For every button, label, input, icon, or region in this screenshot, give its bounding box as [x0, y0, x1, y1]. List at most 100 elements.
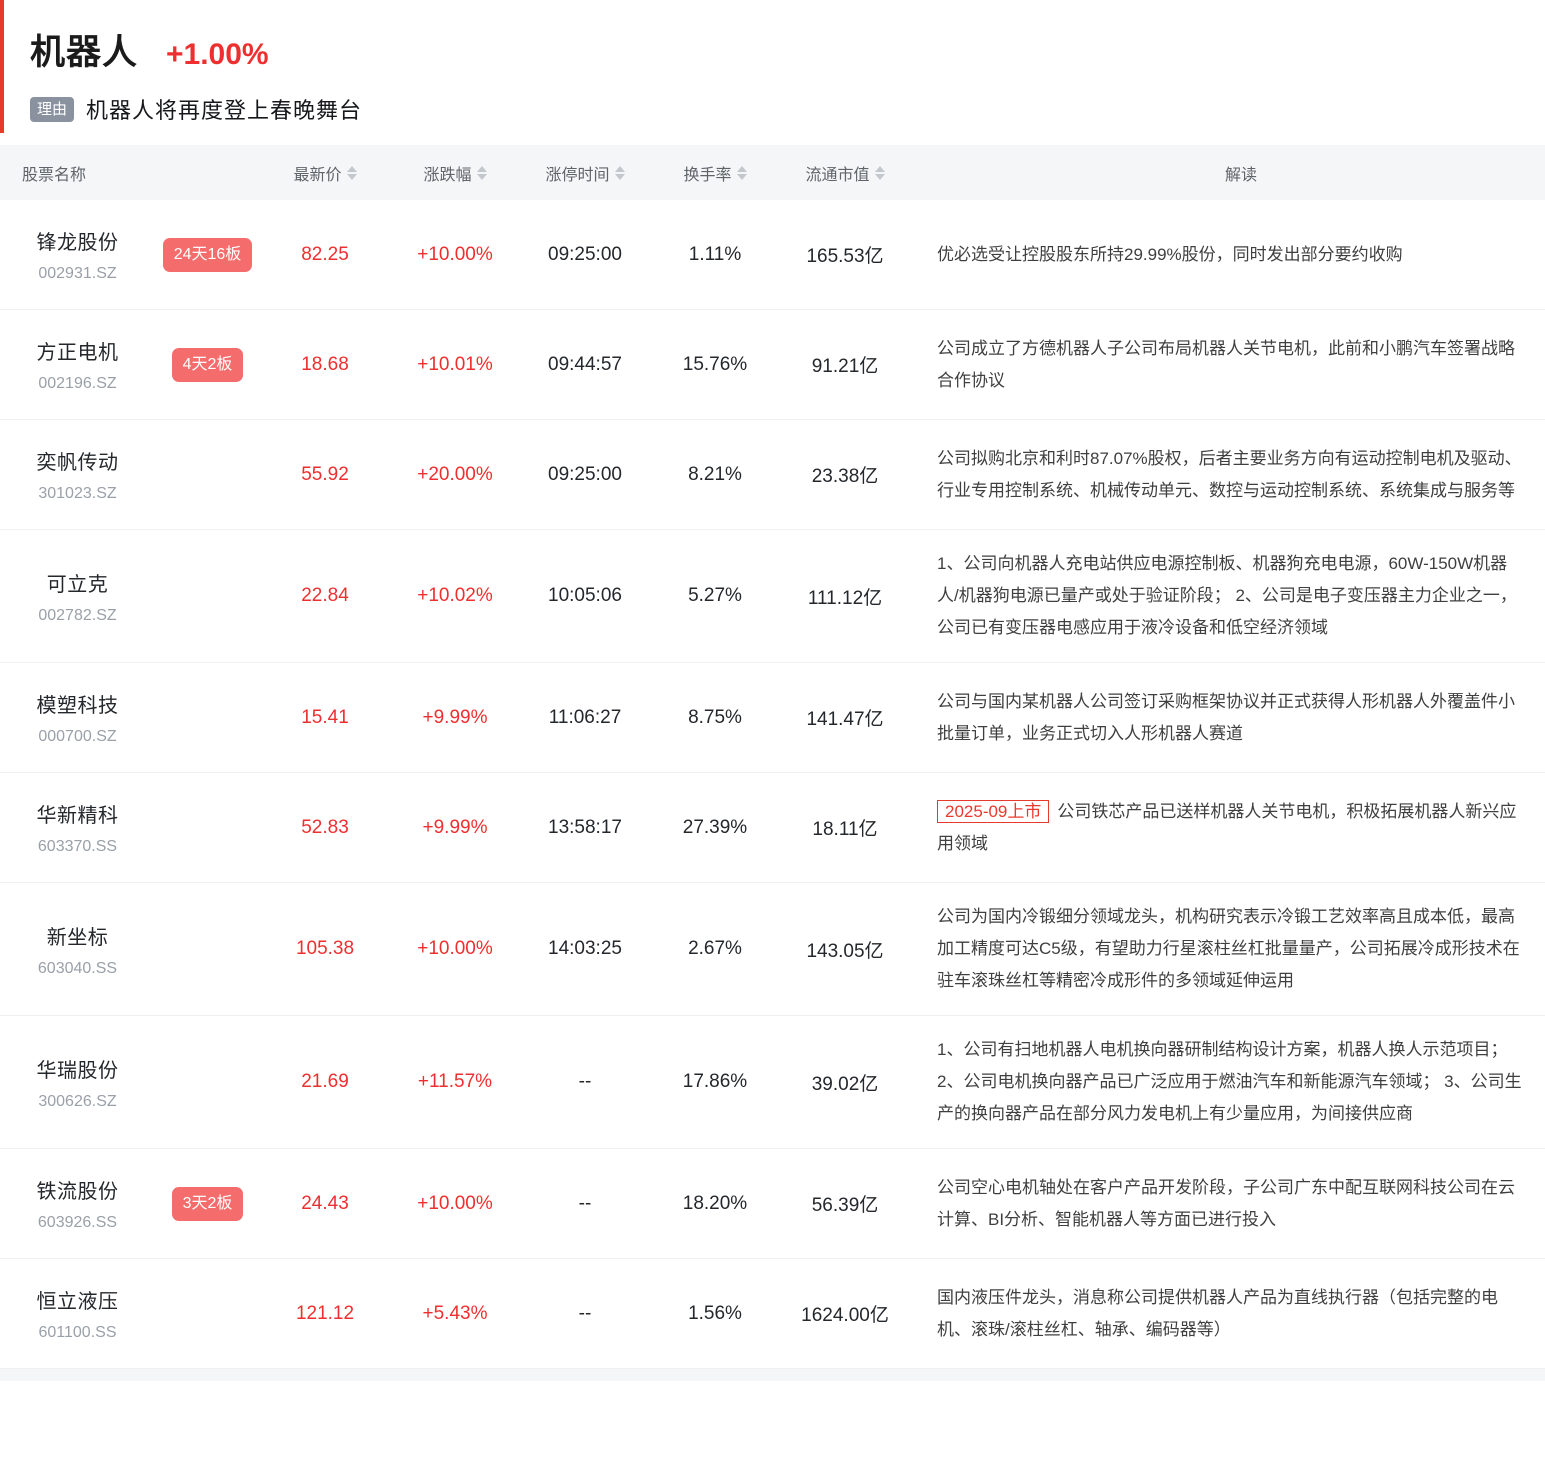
stock-name-cell: 华新精科 603370.SS	[0, 799, 155, 856]
column-label: 最新价	[293, 166, 342, 184]
change-percent: +10.00%	[417, 243, 493, 265]
latest-price: 22.84	[301, 585, 349, 606]
column-header-market-cap[interactable]: 流通市值	[780, 161, 910, 185]
stock-code: 002196.SZ	[38, 375, 117, 392]
limit-up-streak-badge: 3天2板	[171, 1186, 244, 1221]
interpretation-text: 国内液压件龙头，消息称公司提供机器人产品为直线执行器（包括完整的电机、滚珠/滚柱…	[937, 1287, 1498, 1339]
stock-name[interactable]: 可立克	[46, 573, 109, 596]
latest-price: 18.68	[301, 353, 349, 375]
stock-name-cell: 可立克 002782.SZ	[0, 568, 155, 625]
stock-name-cell: 模塑科技 000700.SZ	[0, 689, 155, 746]
table-row[interactable]: 铁流股份 603926.SS 3天2板 24.43 +10.00% -- 18.20% 56.…	[0, 1149, 1545, 1259]
interpretation-cell: 公司空心电机轴处在客户产品开发阶段，子公司广东中配互联网科技公司在云计算、BI分…	[910, 1172, 1545, 1236]
limit-up-time: --	[578, 1071, 592, 1092]
stock-code: 301023.SZ	[38, 485, 117, 502]
limit-up-streak-badge: 4天2板	[171, 347, 244, 382]
sort-icon[interactable]	[346, 165, 357, 180]
table-row[interactable]: 奕帆传动 301023.SZ 55.92 +20.00% 09:25:00 8.21% 23…	[0, 420, 1545, 530]
column-header-change-percent[interactable]: 涨跌幅	[390, 161, 520, 185]
badge-cell: 4天2板	[155, 347, 260, 382]
limit-up-time: 09:44:57	[548, 353, 622, 375]
stock-code: 603370.SS	[37, 838, 118, 855]
stock-name[interactable]: 华瑞股份	[36, 1059, 119, 1082]
sector-title: 机器人	[30, 33, 139, 72]
stock-name[interactable]: 恒立液压	[36, 1291, 119, 1313]
stock-table-body: 锋龙股份 002931.SZ 24天16板 82.25 +10.00% 09:25:00 1…	[0, 200, 1545, 1369]
interpretation-cell: 优必选受让控股股东所持29.99%股份，同时发出部分要约收购	[910, 239, 1545, 271]
stock-name[interactable]: 铁流股份	[36, 1181, 119, 1203]
change-percent: +9.99%	[422, 816, 488, 838]
sort-icon[interactable]	[614, 165, 625, 180]
stock-name[interactable]: 华新精科	[36, 805, 119, 827]
reason-text: 机器人将再度登上春晚舞台	[86, 98, 363, 123]
stock-name-cell: 华瑞股份 300626.SZ	[0, 1054, 155, 1111]
change-percent: +9.99%	[422, 706, 488, 728]
stock-name[interactable]: 方正电机	[36, 342, 119, 364]
interpretation-cell: 公司成立了方德机器人子公司布局机器人关节电机，此前和小鹏汽车签署战略合作协议	[910, 333, 1545, 397]
sort-icon[interactable]	[736, 165, 747, 180]
column-label: 换手率	[683, 166, 732, 184]
reason-badge: 理由	[30, 96, 75, 122]
market-cap: 143.05亿	[806, 940, 884, 962]
column-label: 涨跌幅	[423, 166, 472, 184]
latest-price: 21.69	[301, 1071, 349, 1092]
turnover-rate: 1.11%	[688, 243, 742, 265]
sort-icon[interactable]	[874, 165, 885, 180]
turnover-rate: 17.86%	[682, 1071, 748, 1092]
table-row[interactable]: 新坐标 603040.SS 105.38 +10.00% 14:03:25 2.67% 14…	[0, 883, 1545, 1016]
stock-name[interactable]: 模塑科技	[36, 695, 119, 717]
column-header-turnover-rate[interactable]: 换手率	[650, 161, 780, 185]
stock-name[interactable]: 奕帆传动	[36, 452, 119, 474]
turnover-rate: 18.20%	[682, 1192, 748, 1214]
stock-code: 002931.SZ	[38, 265, 117, 282]
column-header-latest-price[interactable]: 最新价	[260, 161, 390, 185]
change-percent: +10.02%	[417, 585, 493, 606]
interpretation-text: 公司为国内冷锻细分领域龙头，机构研究表示冷锻工艺效率高且成本低，最高加工精度可达…	[937, 907, 1520, 990]
change-percent: +5.43%	[422, 1302, 488, 1324]
market-cap: 23.38亿	[811, 466, 879, 487]
column-header-limit-up-time[interactable]: 涨停时间	[520, 161, 650, 185]
table-row[interactable]: 恒立液压 601100.SS 121.12 +5.43% -- 1.56% 1624.00亿…	[0, 1259, 1545, 1369]
table-row[interactable]: 华瑞股份 300626.SZ 21.69 +11.57% -- 17.86% 39.02亿 1…	[0, 1016, 1545, 1149]
latest-price: 15.41	[301, 706, 349, 728]
badge-cell: 3天2板	[155, 1186, 260, 1221]
table-row[interactable]: 模塑科技 000700.SZ 15.41 +9.99% 11:06:27 8.75% 141…	[0, 663, 1545, 773]
limit-up-time: 10:05:06	[548, 585, 622, 606]
market-cap: 39.02亿	[811, 1073, 879, 1095]
sector-change-percent: +1.00%	[166, 38, 269, 71]
interpretation-text: 优必选受让控股股东所持29.99%股份，同时发出部分要约收购	[937, 244, 1403, 264]
table-row[interactable]: 华新精科 603370.SS 52.83 +9.99% 13:58:17 27.39% 18…	[0, 773, 1545, 883]
interpretation-cell: 公司与国内某机器人公司签订采购框架协议并正式获得人形机器人外覆盖件小批量订单，业…	[910, 686, 1545, 750]
stock-code: 603040.SS	[37, 959, 118, 977]
change-percent: +10.00%	[417, 1192, 493, 1214]
bottom-strip	[0, 1369, 1545, 1381]
latest-price: 24.43	[301, 1192, 349, 1214]
interpretation-text: 公司拟购北京和利时87.07%股权，后者主要业务方向有运动控制电机及驱动、行业专…	[937, 448, 1522, 500]
turnover-rate: 1.56%	[688, 1302, 742, 1324]
turnover-rate: 8.21%	[688, 463, 742, 485]
stock-name-cell: 方正电机 002196.SZ	[0, 336, 155, 393]
table-row[interactable]: 锋龙股份 002931.SZ 24天16板 82.25 +10.00% 09:25:00 1…	[0, 200, 1545, 310]
market-cap: 165.53亿	[806, 246, 884, 267]
stock-code: 603926.SS	[37, 1214, 118, 1231]
limit-up-time: --	[578, 1192, 592, 1214]
stock-code: 002782.SZ	[38, 606, 117, 624]
table-row[interactable]: 方正电机 002196.SZ 4天2板 18.68 +10.01% 09:44:57 15.…	[0, 310, 1545, 420]
table-header: 股票名称 最新价 涨跌幅 涨停时间 换手率 流通市值 解读	[0, 145, 1545, 200]
sort-icon[interactable]	[476, 165, 487, 180]
stock-name[interactable]: 锋龙股份	[36, 232, 119, 254]
column-header-stock-name: 股票名称	[22, 166, 87, 184]
turnover-rate: 2.67%	[688, 938, 742, 959]
interpretation-text: 公司成立了方德机器人子公司布局机器人关节电机，此前和小鹏汽车签署战略合作协议	[937, 338, 1515, 390]
interpretation-cell: 2025-09上市 公司铁芯产品已送样机器人关节电机，积极拓展机器人新兴应用领域	[910, 796, 1545, 860]
table-row[interactable]: 可立克 002782.SZ 22.84 +10.02% 10:05:06 5.27% 111…	[0, 530, 1545, 663]
sector-header: 机器人 +1.00% 理由 机器人将再度登上春晚舞台	[0, 0, 1545, 145]
interpretation-text: 公司空心电机轴处在客户产品开发阶段，子公司广东中配互联网科技公司在云计算、BI分…	[937, 1177, 1515, 1229]
limit-up-time: 13:58:17	[548, 816, 622, 838]
interpretation-text: 公司铁芯产品已送样机器人关节电机，积极拓展机器人新兴应用领域	[937, 801, 1517, 853]
badge-cell: 24天16板	[155, 237, 260, 272]
change-percent: +10.01%	[417, 353, 493, 375]
column-header-interpretation: 解读	[1224, 166, 1257, 184]
limit-up-time: 11:06:27	[548, 706, 622, 728]
stock-name[interactable]: 新坐标	[46, 926, 109, 949]
